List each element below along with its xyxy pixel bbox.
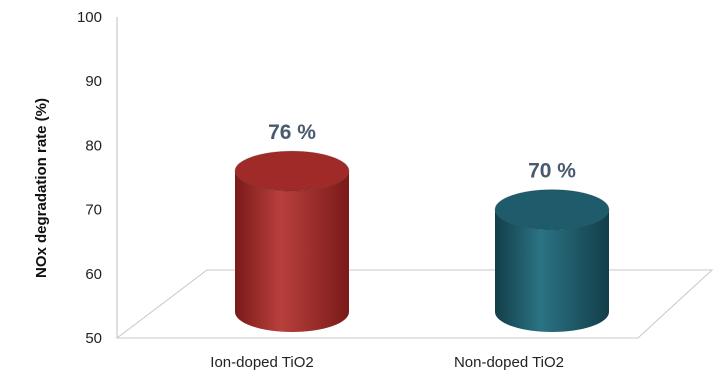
- y-tick-label: 100: [77, 9, 102, 26]
- y-tick-label: 90: [85, 73, 102, 90]
- bars: [234, 150, 610, 332]
- bar-body: [235, 171, 349, 332]
- y-tick-label: 50: [85, 330, 102, 347]
- category-label: Non-doped TiO2: [454, 354, 564, 371]
- floor-plane: [115, 269, 714, 339]
- y-tick-label: 70: [85, 202, 102, 219]
- bar-body: [495, 209, 609, 332]
- y-tick-label: 80: [85, 137, 102, 154]
- y-tick-label: 60: [85, 266, 102, 283]
- y-axis-label: NOx degradation rate (%): [33, 98, 50, 278]
- data-label: 70 %: [528, 160, 576, 183]
- category-labels: Ion-doped TiO2 Non-doped TiO2: [210, 354, 564, 371]
- bar-2: [494, 189, 610, 332]
- data-label: 76 %: [268, 121, 316, 144]
- bar-1: [234, 150, 350, 332]
- category-label: Ion-doped TiO2: [210, 354, 313, 371]
- bar-top: [234, 150, 350, 192]
- data-labels: 76 % 70 %: [268, 121, 576, 183]
- bar-top: [494, 189, 610, 231]
- y-ticks: 50 60 70 80 90 100: [77, 9, 102, 347]
